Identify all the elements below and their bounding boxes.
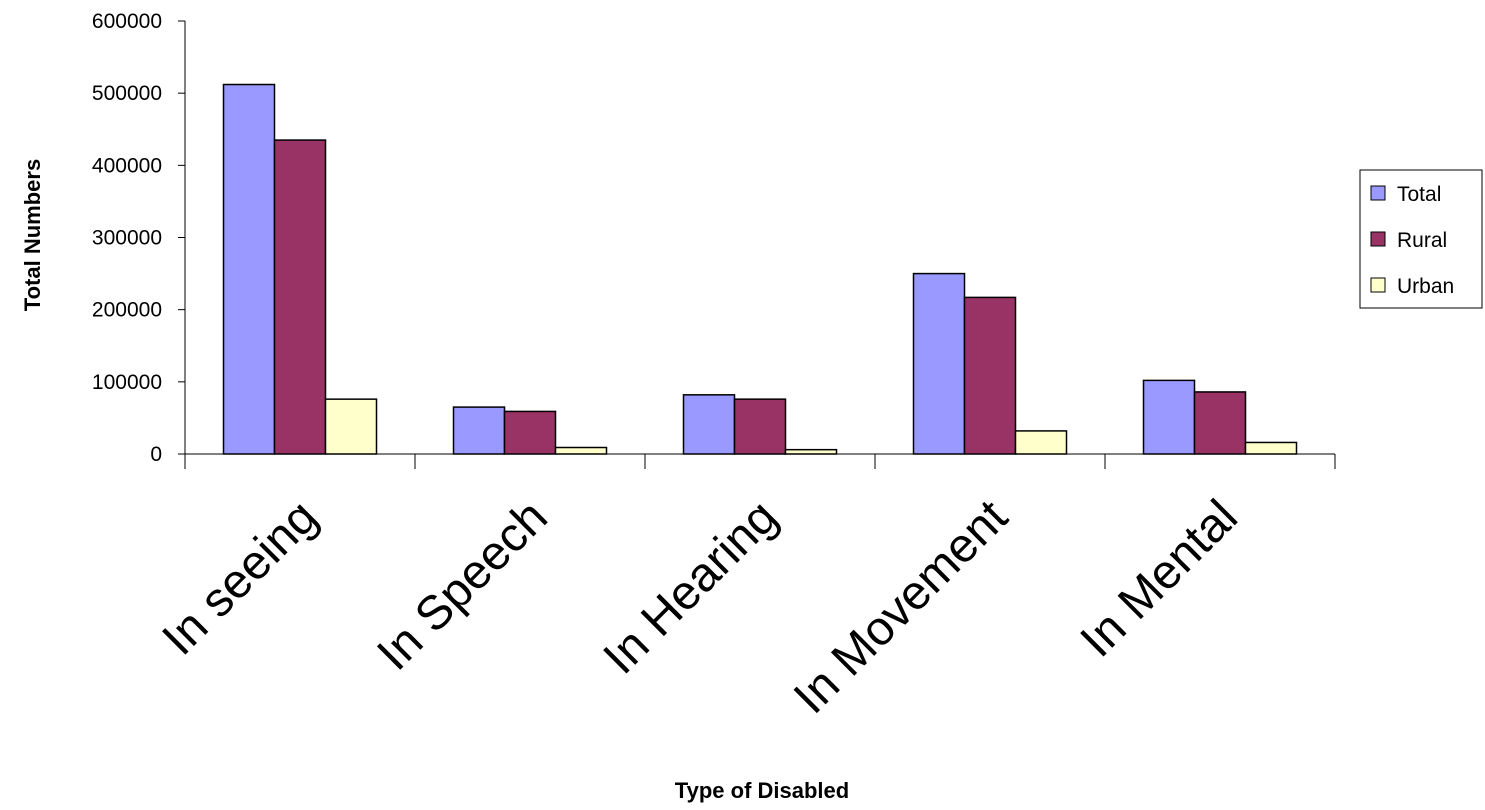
y-tick-label: 300000	[92, 227, 162, 250]
bar-urban-0	[324, 398, 378, 455]
x-category-label: In Mental	[1071, 490, 1248, 667]
x-category-label: In Speech	[367, 490, 557, 680]
bar-urban-1	[554, 446, 608, 455]
bar-total-2	[682, 394, 736, 455]
y-ticks: 0 100000 200000 300000 400000 500000 600000	[92, 10, 185, 466]
legend-label: Urban	[1397, 275, 1454, 298]
plot-area	[222, 83, 1298, 455]
legend-swatch	[1370, 185, 1386, 201]
legend-swatch	[1370, 231, 1386, 247]
y-tick-label: 200000	[92, 299, 162, 322]
bar-rural-3	[963, 296, 1017, 455]
legend-label: Total	[1397, 183, 1441, 206]
y-tick-label: 400000	[92, 154, 162, 177]
x-category-label: In Movement	[784, 490, 1018, 724]
bar-total-0	[222, 83, 276, 455]
legend: Total Rural Urban	[1359, 169, 1483, 309]
bar-rural-2	[733, 398, 787, 455]
y-tick-label: 100000	[92, 371, 162, 394]
legend-label: Rural	[1397, 229, 1447, 252]
bar-total-4	[1142, 379, 1196, 455]
bar-rural-4	[1193, 391, 1247, 455]
bar-urban-3	[1014, 430, 1068, 455]
y-tick-label: 0	[150, 443, 162, 466]
x-axis-title: Type of Disabled	[675, 778, 849, 803]
bar-total-1	[452, 406, 506, 455]
y-tick-label: 500000	[92, 82, 162, 105]
legend-swatch	[1370, 277, 1386, 293]
bar-rural-1	[503, 410, 557, 455]
bar-urban-2	[784, 448, 838, 455]
x-category-label: In Hearing	[594, 490, 788, 684]
x-category-label: In seeing	[153, 490, 328, 665]
bar-urban-4	[1244, 441, 1298, 455]
bar-total-3	[912, 272, 966, 455]
y-axis-title: Total Numbers	[20, 159, 45, 311]
bar-rural-0	[273, 139, 327, 455]
y-tick-label: 600000	[92, 10, 162, 33]
